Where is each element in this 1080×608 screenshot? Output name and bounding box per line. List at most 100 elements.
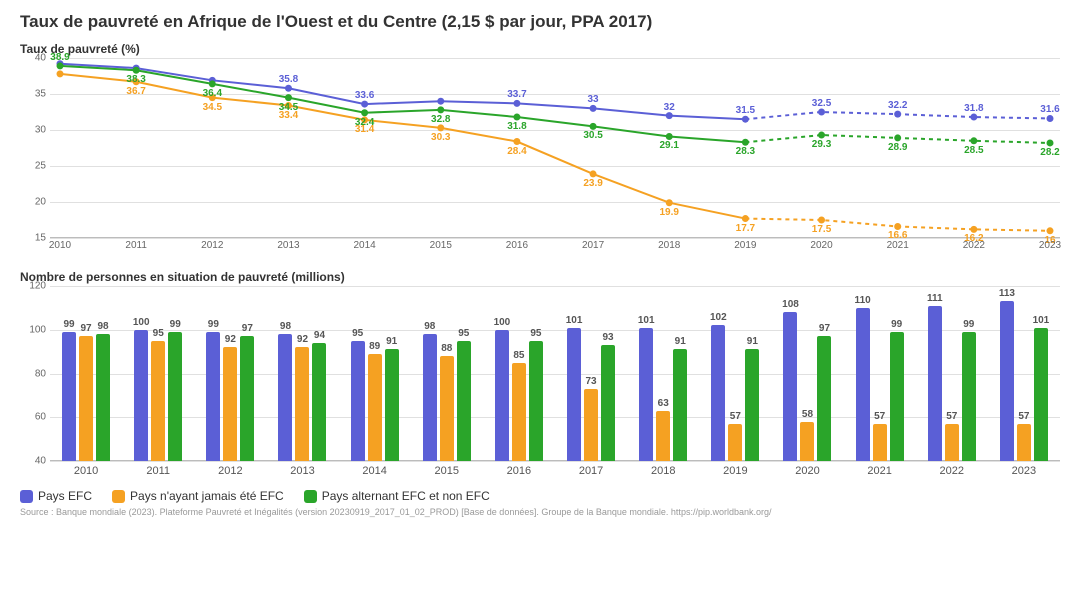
x-tick: 2010	[74, 465, 98, 477]
bar-value-label: 89	[369, 341, 380, 352]
x-tick: 2013	[290, 465, 314, 477]
bar: 92	[223, 347, 237, 461]
x-tick: 2023	[1012, 465, 1036, 477]
bar: 95	[529, 341, 543, 461]
bar: 101	[567, 328, 581, 461]
bar: 99	[168, 332, 182, 461]
x-tick: 2016	[506, 240, 528, 251]
bar-value-label: 91	[675, 336, 686, 347]
y-tick: 30	[35, 125, 46, 136]
bar-value-label: 95	[458, 328, 469, 339]
bar-value-label: 99	[170, 319, 181, 330]
bar-value-label: 95	[530, 328, 541, 339]
line-chart-x-axis: 2010201120122013201420152016201720182019…	[50, 238, 1060, 254]
legend-label: Pays EFC	[38, 489, 92, 503]
bar-value-label: 98	[280, 321, 291, 332]
x-tick: 2014	[362, 465, 386, 477]
bar-value-label: 98	[424, 321, 435, 332]
bar: 110	[856, 308, 870, 461]
bar-value-label: 88	[441, 343, 452, 354]
legend-swatch	[304, 490, 317, 503]
bar-chart: 4060801001209997981009599999297989294958…	[20, 286, 1060, 461]
bar: 98	[423, 334, 437, 461]
x-tick: 2019	[734, 240, 756, 251]
bar-value-label: 58	[802, 409, 813, 420]
bar-value-label: 97	[81, 323, 92, 334]
bar: 91	[385, 349, 399, 461]
bar-value-label: 100	[494, 317, 511, 328]
bar: 101	[639, 328, 653, 461]
x-tick: 2017	[579, 465, 603, 477]
y-tick: 40	[35, 53, 46, 64]
bar: 113	[1000, 301, 1014, 461]
bar-group: 1025791	[699, 325, 771, 461]
x-tick: 2016	[507, 465, 531, 477]
x-tick: 2015	[435, 465, 459, 477]
x-tick: 2018	[658, 240, 680, 251]
bar-value-label: 97	[819, 323, 830, 334]
bar: 99	[62, 332, 76, 461]
bar: 63	[656, 411, 670, 461]
legend-item: Pays EFC	[20, 489, 92, 503]
bar-chart-x-axis: 2010201120122013201420152016201720182019…	[50, 461, 1060, 481]
bar-chart-subtitle: Nombre de personnes en situation de pauv…	[20, 270, 1060, 284]
x-tick: 2021	[887, 240, 909, 251]
bar: 91	[673, 349, 687, 461]
bar-value-label: 93	[603, 332, 614, 343]
bar-value-label: 85	[513, 350, 524, 361]
legend-swatch	[112, 490, 125, 503]
bar-value-label: 94	[314, 330, 325, 341]
bar-value-label: 95	[153, 328, 164, 339]
bar-group: 958991	[339, 341, 411, 461]
y-tick: 35	[35, 89, 46, 100]
bar: 93	[601, 345, 615, 461]
y-tick: 20	[35, 197, 46, 208]
bar: 97	[817, 336, 831, 461]
bar-value-label: 57	[946, 411, 957, 422]
line-chart-subtitle: Taux de pauvreté (%)	[20, 42, 1060, 56]
bar-group: 1085897	[771, 312, 843, 461]
bar: 94	[312, 343, 326, 461]
bar-value-label: 57	[874, 411, 885, 422]
y-tick: 15	[35, 233, 46, 244]
legend-swatch	[20, 490, 33, 503]
bar: 111	[928, 306, 942, 461]
bar-value-label: 108	[782, 299, 799, 310]
bar: 100	[134, 330, 148, 461]
x-tick: 2015	[430, 240, 452, 251]
bar: 85	[512, 363, 526, 461]
bar: 99	[962, 332, 976, 461]
bar-value-label: 102	[710, 312, 727, 323]
bar-group: 100 95 99	[122, 330, 194, 461]
bar-value-label: 92	[225, 334, 236, 345]
bar: 58	[800, 422, 814, 461]
x-tick: 2012	[218, 465, 242, 477]
source-note: Source : Banque mondiale (2023). Platefo…	[20, 507, 1060, 517]
bar-value-label: 91	[747, 336, 758, 347]
bar: 99	[890, 332, 904, 461]
bar-group: 11357101	[988, 301, 1060, 461]
bar: 57	[728, 424, 742, 461]
legend-item: Pays alternant EFC et non EFC	[304, 489, 490, 503]
bar-group: 999297	[194, 332, 266, 461]
line-chart: 15202530354035.833.633.7333231.532.532.2…	[20, 58, 1060, 238]
bar-value-label: 99	[208, 319, 219, 330]
bar-value-label: 110	[855, 295, 871, 306]
x-tick: 2023	[1039, 240, 1061, 251]
bar: 100	[495, 330, 509, 461]
bar-value-label: 57	[1018, 411, 1029, 422]
x-tick: 2019	[723, 465, 747, 477]
bar-group: 110 57 99	[844, 308, 916, 461]
bar-value-label: 98	[98, 321, 109, 332]
x-tick: 2018	[651, 465, 675, 477]
bar-group: 999798	[50, 332, 122, 461]
bar-value-label: 57	[730, 411, 741, 422]
bar: 92	[295, 347, 309, 461]
page-title: Taux de pauvreté en Afrique de l'Ouest e…	[20, 12, 1060, 32]
legend-item: Pays n'ayant jamais été EFC	[112, 489, 284, 503]
bar-value-label: 92	[297, 334, 308, 345]
bar: 97	[79, 336, 93, 461]
y-tick: 120	[29, 281, 46, 292]
y-tick: 60	[35, 412, 46, 423]
legend-label: Pays alternant EFC et non EFC	[322, 489, 490, 503]
